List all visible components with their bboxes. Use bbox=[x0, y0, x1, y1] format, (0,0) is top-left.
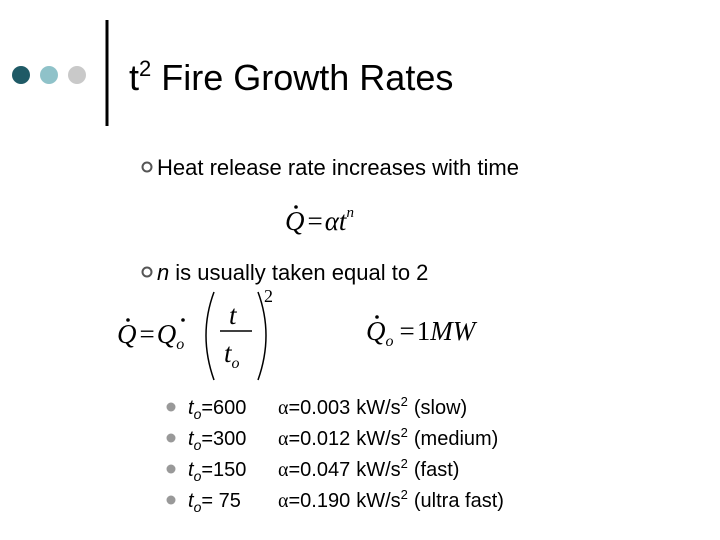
eq-symbol: = bbox=[400, 316, 415, 346]
eq-symbol: t bbox=[339, 206, 348, 236]
paren bbox=[257, 291, 267, 381]
title: t2 Fire Growth Rates bbox=[129, 56, 453, 98]
title-sup: 2 bbox=[139, 56, 151, 81]
rate-unit-sup: 2 bbox=[401, 487, 408, 502]
rate-alpha: α=0.003 kW/s2 (slow) bbox=[278, 394, 467, 419]
bullet-icon bbox=[141, 161, 153, 173]
equation: Q =Qo bbox=[117, 319, 184, 353]
eq-symbol: MW bbox=[429, 316, 477, 346]
sub-bullet-icon bbox=[166, 433, 176, 443]
eq-symbol: Q bbox=[285, 206, 305, 236]
rate-unit: kW/s bbox=[356, 459, 400, 481]
rate-symbol: α bbox=[278, 490, 289, 512]
sub-bullet-icon bbox=[166, 402, 176, 412]
rate-value: = 75 bbox=[201, 490, 240, 512]
rate-value: =0.012 bbox=[288, 428, 350, 450]
equation: Q =αtn bbox=[285, 205, 354, 236]
rate-var: t bbox=[188, 428, 195, 450]
eq-sup: 2 bbox=[264, 286, 273, 306]
eq-sub: o bbox=[176, 336, 184, 353]
rate-sub: o bbox=[194, 499, 202, 515]
rate-label: (slow) bbox=[414, 397, 467, 419]
paren bbox=[205, 291, 215, 381]
rate-sub: o bbox=[194, 437, 202, 453]
overdot bbox=[126, 318, 130, 322]
eq-symbol: = bbox=[140, 319, 155, 349]
rate-unit: kW/s bbox=[356, 428, 400, 450]
eq-sub: o bbox=[232, 355, 240, 372]
rate-value: =300 bbox=[201, 428, 246, 450]
fraction-num: t bbox=[229, 300, 238, 330]
eq-symbol: Q bbox=[157, 319, 177, 349]
rate-sub: o bbox=[194, 406, 202, 422]
eq-sup: n bbox=[346, 205, 354, 221]
eq-sub: o bbox=[386, 333, 394, 350]
deco-dot bbox=[12, 66, 30, 84]
rate-unit: kW/s bbox=[356, 490, 400, 512]
rate-symbol: α bbox=[278, 459, 289, 481]
rate-symbol: α bbox=[278, 397, 289, 419]
deco-dot bbox=[68, 66, 86, 84]
rate-alpha: α=0.047 kW/s2 (fast) bbox=[278, 456, 459, 481]
rate-symbol: α bbox=[278, 428, 289, 450]
rate-value: =600 bbox=[201, 397, 246, 419]
rate-sub: o bbox=[194, 468, 202, 484]
eq-symbol: Q bbox=[117, 319, 137, 349]
rate-time: to=150 bbox=[188, 459, 246, 484]
overdot bbox=[181, 318, 185, 322]
rate-alpha: α=0.012 kW/s2 (medium) bbox=[278, 425, 498, 450]
rate-time: to=300 bbox=[188, 428, 246, 453]
rate-unit-sup: 2 bbox=[401, 456, 408, 471]
rate-time: to=600 bbox=[188, 397, 246, 422]
rate-list: to=600 α=0.003 kW/s2 (slow)to=300 α=0.012 kW/… bbox=[166, 394, 504, 515]
rate-value: =150 bbox=[201, 459, 246, 481]
fraction-den: to bbox=[224, 338, 240, 372]
eq-symbol: Q bbox=[366, 316, 386, 346]
bullet-icon bbox=[141, 266, 153, 278]
bullet-text: is usually taken equal to 2 bbox=[175, 260, 428, 285]
bullet: Heat release rate increases with time bbox=[157, 155, 519, 180]
bullet: n is usually taken equal to 2 bbox=[157, 260, 428, 285]
rate-var: t bbox=[188, 459, 195, 481]
rate-unit-sup: 2 bbox=[401, 394, 408, 409]
eq-symbol: α bbox=[325, 206, 340, 236]
rate-label: (ultra fast) bbox=[414, 490, 504, 512]
rate-value: =0.047 bbox=[288, 459, 350, 481]
rate-var: t bbox=[188, 397, 195, 419]
sub-bullet-icon bbox=[166, 464, 176, 474]
equation: Qo =1MW bbox=[366, 316, 478, 350]
bullet-var: n bbox=[157, 260, 169, 285]
rate-alpha: α=0.190 kW/s2 (ultra fast) bbox=[278, 487, 504, 512]
title-text: Fire Growth Rates bbox=[161, 57, 453, 98]
deco-dot bbox=[40, 66, 58, 84]
sub-bullet-icon bbox=[166, 495, 176, 505]
rate-value: =0.003 bbox=[288, 397, 350, 419]
eq-symbol: = bbox=[308, 206, 323, 236]
overdot bbox=[294, 205, 298, 209]
rate-label: (medium) bbox=[414, 428, 498, 450]
rate-label: (fast) bbox=[414, 459, 460, 481]
rate-value: =0.190 bbox=[288, 490, 350, 512]
title-text: t bbox=[129, 57, 139, 98]
overdot bbox=[375, 315, 379, 319]
eq-symbol: t bbox=[224, 338, 233, 368]
rate-var: t bbox=[188, 490, 195, 512]
rate-unit-sup: 2 bbox=[401, 425, 408, 440]
rate-unit: kW/s bbox=[356, 397, 400, 419]
rate-time: to= 75 bbox=[188, 490, 241, 515]
eq-symbol: 1 bbox=[417, 316, 431, 346]
